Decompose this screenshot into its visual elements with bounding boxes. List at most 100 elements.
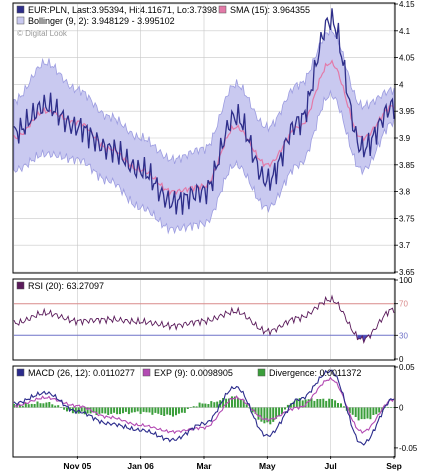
divergence-bar [292,401,295,408]
rsi-oversold-fill [357,335,372,343]
x-tick-label: May [259,461,276,471]
divergence-bar [269,407,272,425]
y-tick-label: 4.1 [399,27,411,36]
price-line [13,8,395,215]
x-axis: Nov 05 Jan 06 Mar May Jul Sep [63,456,402,471]
y-tick-label: 0 [399,403,404,412]
divergence-bar [204,403,207,408]
divergence-bar [98,407,101,414]
divergence-bar [139,407,142,414]
divergence-bar [24,402,27,408]
y-tick-label: 70 [399,300,408,309]
divergence-bar [372,407,375,415]
divergence-bar [166,407,169,415]
divergence-bar [378,407,381,413]
divergence-bar [207,404,210,408]
rsi-legend: RSI (20): 63.27097 [16,281,104,291]
divergence-bar [278,407,281,416]
divergence-bar [151,407,154,415]
x-tick-label: Nov 05 [63,461,91,471]
divergence-bar [286,404,289,408]
divergence-bar [48,402,51,408]
divergence-bar [322,398,325,408]
y-tick-label: 0.05 [399,363,415,372]
divergence-bar [216,401,219,408]
y-tick-label: 4 [399,80,404,89]
divergence-bar [110,407,113,414]
divergence-bar [351,407,354,415]
divergence-bar [33,404,36,408]
divergence-bar [319,399,322,408]
divergence-bar [289,403,292,408]
rsi-panel: RSI (20): 63.27097 100 70 30 0 [12,276,413,364]
exp-line [13,376,395,435]
divergence-bar [83,407,86,415]
divergence-bar [228,398,230,408]
legend-swatch-sma [218,5,227,14]
y-tick-label: 3.8 [399,188,411,197]
divergence-bar [298,398,301,408]
divergence-bar [384,407,387,408]
price-legend: EUR:PLN, Last:3.95394, Hi:4.11671, Lo:3.… [16,5,310,38]
legend-swatch-rsi [16,281,25,290]
divergence-bar [363,407,366,420]
divergence-bar [86,407,89,414]
divergence-bar [316,399,319,408]
divergence-bar [257,407,260,420]
divergence-bar [337,403,339,408]
divergence-bar [21,405,24,408]
divergence-bar [127,407,130,415]
divergence-bar [177,407,180,414]
divergence-bar [104,407,107,414]
legend-swatch-macd [16,368,25,377]
divergence-bar [107,407,110,415]
divergence-bar [266,407,269,423]
divergence-bar [169,407,172,416]
divergence-bar [210,401,213,408]
divergence-bar [201,403,204,408]
divergence-bar [51,404,54,408]
legend-swatch-price [16,5,25,14]
divergence-bar [340,403,342,408]
divergence-bar [231,396,233,408]
divergence-bar [195,406,198,408]
divergence-bar [189,407,192,408]
divergence-bar [175,407,177,416]
divergence-bar [30,403,33,408]
divergence-bar [145,407,148,413]
divergence-bar [192,406,195,408]
divergence-bar [36,401,39,408]
divergence-bar [154,407,157,413]
divergence-bar [328,398,331,408]
divergence-bar [331,399,334,408]
divergence-bar [239,399,242,408]
y-tick-label: 3.65 [399,268,415,277]
divergence-bar [113,407,116,413]
divergence-bar [366,407,369,419]
legend-rsi-label: RSI (20): 63.27097 [28,281,104,291]
bollinger-band [13,25,395,235]
divergence-bar [281,407,283,414]
divergence-bar [183,407,186,413]
divergence-bar [68,407,71,411]
divergence-bar [348,407,351,414]
divergence-bar [18,404,21,408]
divergence-bar [136,407,139,412]
rsi-y-axis: 100 70 30 0 [394,276,413,364]
divergence-bar [307,399,310,408]
divergence-bar [342,406,345,408]
price-y-axis: 4.15 4.1 4.05 4 3.95 3.9 3.85 3.8 3.75 3.7 3.65 [394,0,415,277]
legend-swatch-divergence [257,368,266,377]
divergence-bar [130,407,133,413]
divergence-bar [263,407,266,424]
divergence-bar [74,407,77,414]
y-tick-label: 3.7 [399,241,411,250]
divergence-bar [272,407,275,422]
divergence-bar [310,398,313,408]
divergence-bar [116,407,119,415]
divergence-bar [275,407,278,419]
y-tick-label: 3.75 [399,214,415,223]
y-tick-label: -0.05 [399,444,418,453]
divergence-bar [186,407,189,409]
